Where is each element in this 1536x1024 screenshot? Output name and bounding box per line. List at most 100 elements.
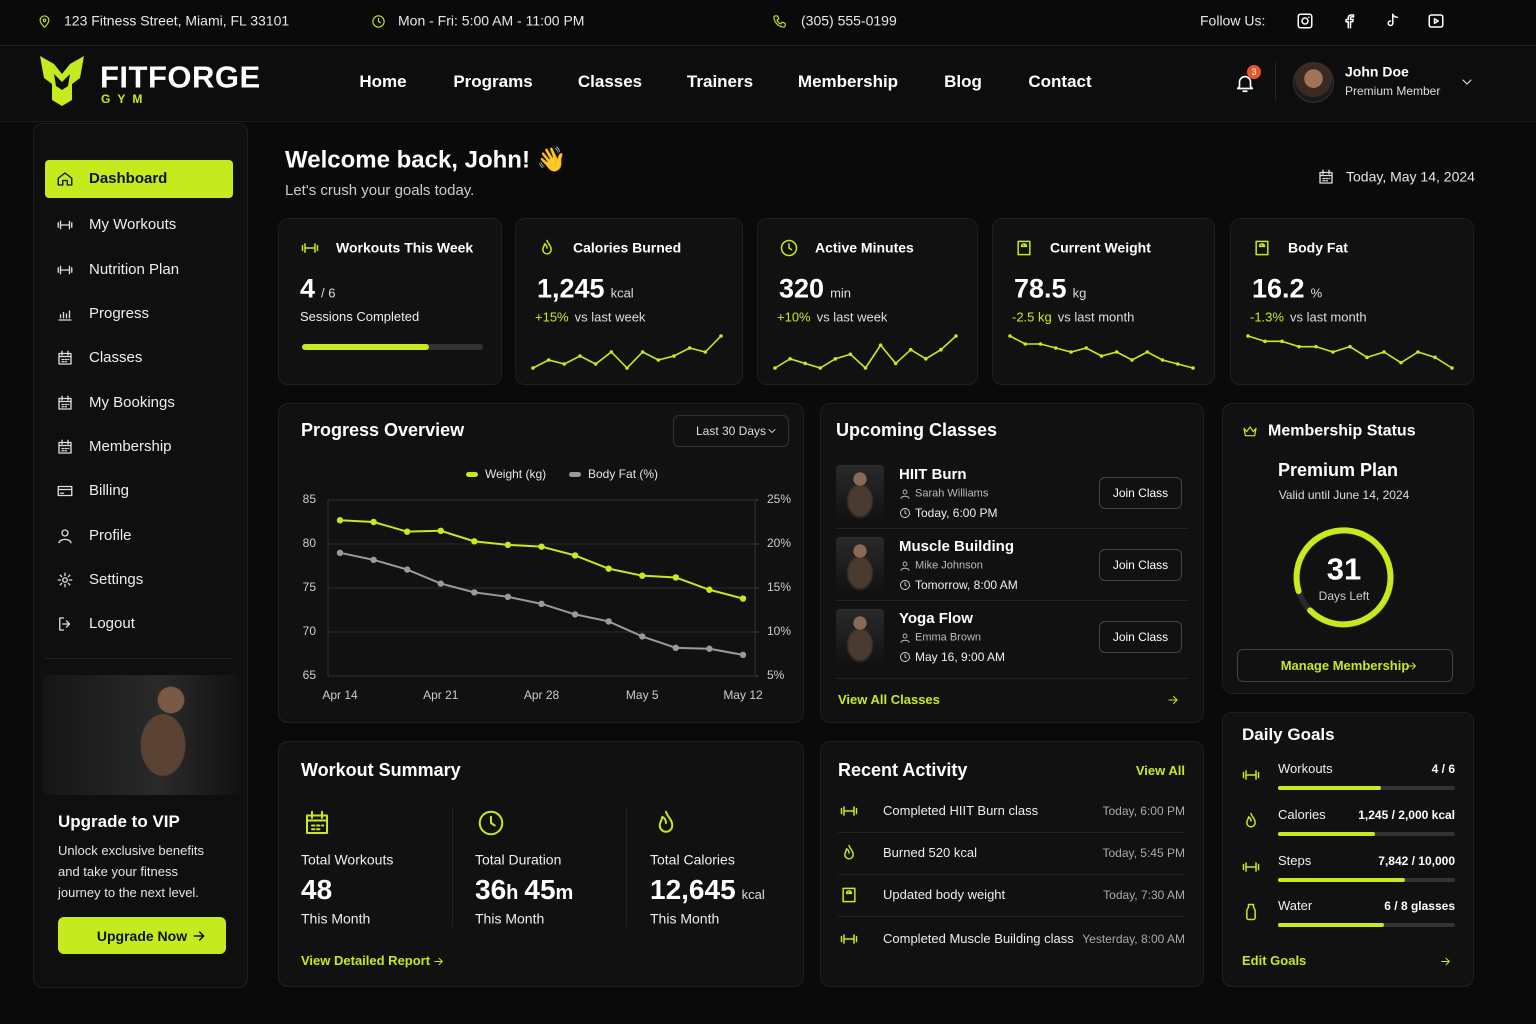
- sparkline-point: [848, 352, 853, 357]
- nav-link[interactable]: Classes: [577, 71, 643, 91]
- series-point: [471, 538, 478, 545]
- icon-shape: [840, 806, 858, 816]
- goal-name: Steps: [1278, 853, 1312, 869]
- stat-value: 1,245 kcal: [537, 274, 634, 305]
- y2-tick-label: 25%: [767, 492, 791, 506]
- nav-link[interactable]: Trainers: [686, 71, 754, 91]
- social-icon[interactable]: [1383, 12, 1401, 30]
- menu-item[interactable]: My Bookings: [89, 394, 175, 411]
- progress-fill: [302, 344, 429, 350]
- icon-shape: [57, 220, 73, 230]
- sparkline-point: [833, 357, 838, 361]
- sparkline-point: [773, 366, 777, 370]
- summary-note: This Month: [475, 910, 545, 927]
- scale-icon: [1017, 240, 1031, 256]
- stat-label: Calories Burned: [573, 239, 682, 256]
- user-avatar[interactable]: [1293, 62, 1334, 103]
- stat-value: 16.2%: [1252, 274, 1322, 305]
- icon-shape: [900, 489, 910, 499]
- card-title: Membership Status: [1268, 422, 1416, 440]
- flame-icon: [844, 844, 854, 860]
- menu-item[interactable]: Profile: [89, 527, 132, 544]
- menu-item[interactable]: Logout: [89, 615, 135, 632]
- series-point: [504, 593, 512, 600]
- arrow-icon: [193, 931, 205, 941]
- view-all-activity[interactable]: View All: [1135, 763, 1185, 779]
- social-icon[interactable]: [1427, 12, 1445, 30]
- menu-item[interactable]: Dashboard: [89, 170, 168, 187]
- menu-item[interactable]: My Workouts: [89, 216, 177, 233]
- phone-icon: [772, 14, 786, 28]
- days-left-number: 31: [1326, 551, 1362, 587]
- series-point: [605, 618, 612, 625]
- class-name: HIIT Burn: [899, 466, 967, 483]
- upgrade-button[interactable]: Upgrade Now: [58, 917, 226, 954]
- summary-label: Total Workouts: [301, 851, 394, 868]
- icon-shape: [58, 395, 72, 410]
- join-class-button[interactable]: Join Class: [1099, 477, 1182, 509]
- join-class-button[interactable]: Join Class: [1099, 549, 1182, 581]
- sparkline-point: [1314, 344, 1318, 349]
- card-title: Upcoming Classes: [836, 420, 998, 441]
- series-point: [605, 565, 612, 572]
- nav-link[interactable]: Home: [359, 71, 407, 91]
- manage-membership-button[interactable]: Manage Membership: [1237, 649, 1453, 682]
- nav-link[interactable]: Contact: [1028, 71, 1092, 91]
- dumbbell-icon: [1242, 770, 1260, 780]
- notification-bell[interactable]: [1234, 72, 1256, 94]
- legend-swatch: [569, 472, 581, 477]
- series-point: [639, 572, 646, 579]
- stat-value: 4 / 6: [300, 274, 336, 305]
- progress-chart: 65 70 75 80 85 5% 10% 15% 20% 25% Apr 14 Apr 21 Apr …: [303, 467, 792, 702]
- nav-link[interactable]: Programs: [453, 71, 533, 91]
- crown-icon: [1243, 426, 1257, 437]
- sparkline-point: [719, 334, 723, 338]
- view-all-classes[interactable]: View All Classes: [838, 692, 940, 708]
- sparkline-point: [640, 350, 645, 354]
- menu-item[interactable]: Progress: [89, 305, 150, 322]
- sparkline-point: [863, 366, 868, 370]
- water-icon: [1246, 903, 1256, 921]
- activity-text: Burned 520 kcal: [883, 845, 977, 861]
- card-title: Workout Summary: [301, 760, 461, 781]
- sparkline-point: [803, 361, 807, 366]
- menu-item[interactable]: Nutrition Plan: [89, 261, 180, 278]
- view-detailed-report[interactable]: View Detailed Report: [301, 953, 431, 969]
- goal-name: Workouts: [1278, 761, 1333, 777]
- sparkline-point: [531, 366, 535, 370]
- menu-icon: [58, 439, 72, 454]
- range-dropdown[interactable]: Last 30 Days: [673, 415, 789, 447]
- sparkline-point: [1399, 360, 1403, 365]
- edit-goals[interactable]: Edit Goals: [1242, 953, 1307, 969]
- nav-link[interactable]: Blog: [944, 71, 982, 91]
- divider: [45, 658, 233, 659]
- scale-icon: [842, 887, 856, 903]
- sparkline-point: [878, 343, 883, 347]
- icon-shape: [371, 14, 385, 28]
- stat-unit: kcal: [610, 285, 634, 301]
- menu-item[interactable]: Billing: [89, 482, 130, 499]
- activity-text: Completed Muscle Building class: [883, 931, 1074, 947]
- clock-icon: [371, 14, 385, 28]
- membership-card: [1222, 403, 1474, 694]
- summary-icon: [478, 810, 504, 836]
- summary-value: 36: [475, 874, 507, 905]
- icon-shape: [58, 529, 72, 544]
- nav-link[interactable]: Membership: [797, 71, 899, 91]
- icon-shape: [840, 934, 858, 944]
- menu-item[interactable]: Settings: [89, 571, 144, 588]
- summary-note: This Month: [650, 910, 720, 927]
- menu-icon: [58, 395, 72, 410]
- join-class-button[interactable]: Join Class: [1099, 621, 1182, 653]
- icon-shape: [1345, 14, 1355, 29]
- social-icon[interactable]: [1340, 12, 1358, 30]
- stat-note: vs last week: [574, 309, 646, 325]
- menu-item[interactable]: Membership: [89, 438, 172, 455]
- class-name: Muscle Building: [899, 538, 1015, 555]
- flame-icon: [1246, 812, 1256, 828]
- promo-title: Upgrade to VIP: [58, 811, 180, 831]
- social-icon[interactable]: [1296, 12, 1314, 30]
- summary-label: Total Duration: [475, 851, 562, 868]
- logo-mark: [40, 56, 84, 106]
- menu-item[interactable]: Classes: [89, 349, 143, 366]
